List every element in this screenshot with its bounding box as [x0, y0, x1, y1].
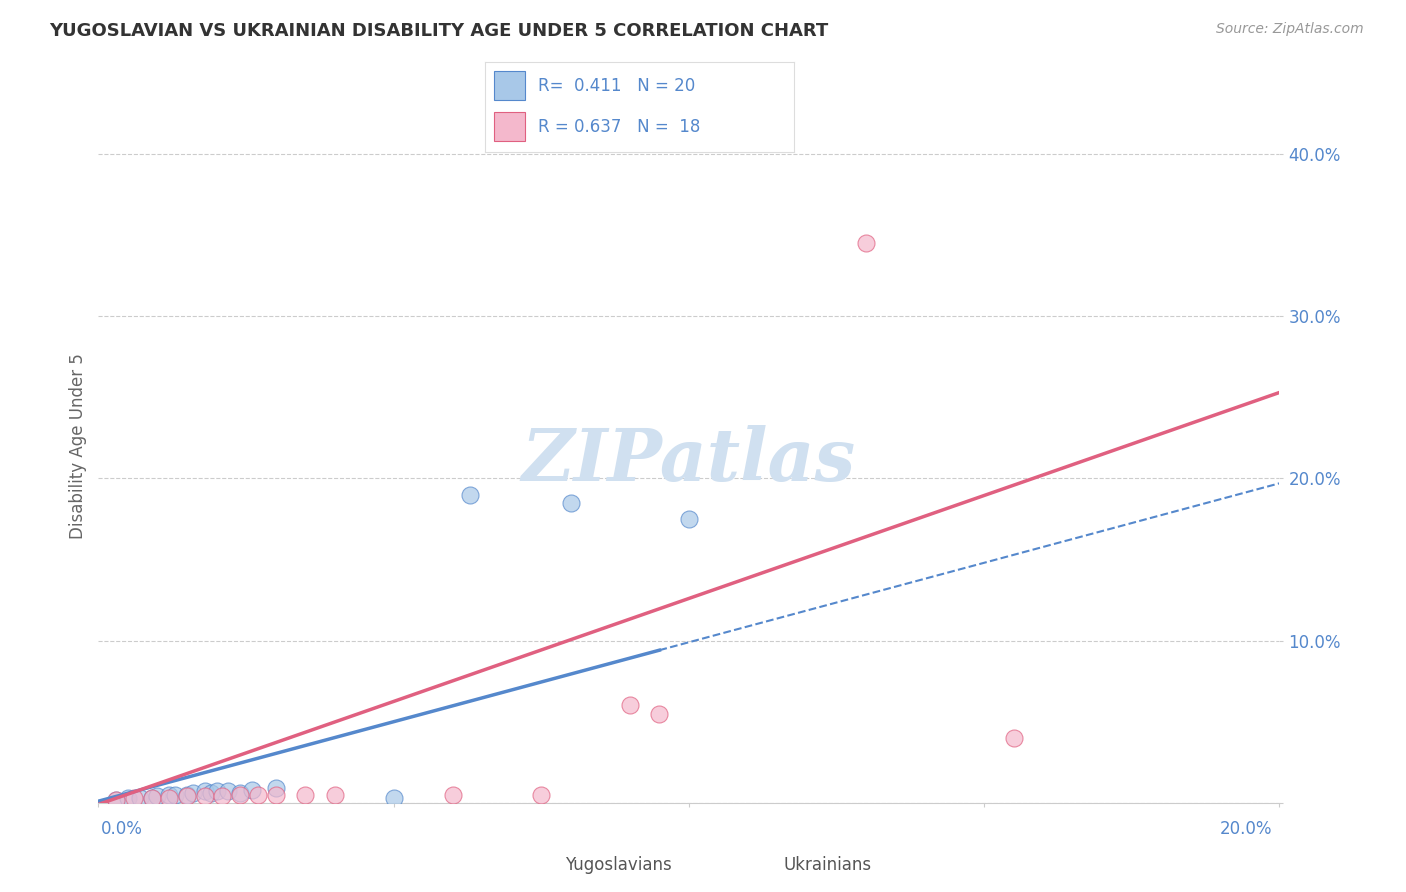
Point — [441, 788, 464, 802]
Point — [855, 236, 877, 251]
Text: ZIPatlas: ZIPatlas — [522, 425, 856, 496]
Point — [211, 789, 233, 804]
Point — [460, 488, 482, 502]
Text: 0.0%: 0.0% — [101, 820, 143, 838]
Text: Source: ZipAtlas.com: Source: ZipAtlas.com — [1216, 22, 1364, 37]
Point — [200, 786, 222, 800]
Point — [105, 792, 128, 806]
Point — [229, 788, 252, 802]
Point — [229, 786, 252, 800]
Text: 20.0%: 20.0% — [1220, 820, 1272, 838]
Text: Yugoslavians: Yugoslavians — [565, 856, 672, 874]
Point — [122, 791, 145, 805]
Point — [240, 782, 263, 797]
Point — [619, 698, 641, 713]
FancyBboxPatch shape — [495, 112, 526, 141]
FancyBboxPatch shape — [495, 71, 526, 100]
Point — [165, 788, 187, 802]
Point — [146, 789, 169, 804]
Point — [323, 788, 346, 802]
Point — [530, 788, 553, 802]
Point — [194, 784, 217, 798]
Point — [194, 789, 217, 804]
Point — [264, 781, 287, 796]
Point — [176, 788, 198, 802]
Point — [246, 788, 269, 802]
Y-axis label: Disability Age Under 5: Disability Age Under 5 — [69, 353, 87, 539]
Point — [382, 791, 405, 805]
Point — [264, 788, 287, 802]
Point — [141, 791, 163, 805]
Text: R=  0.411   N = 20: R= 0.411 N = 20 — [537, 77, 695, 95]
Text: Ukrainians: Ukrainians — [783, 856, 872, 874]
Point — [141, 791, 163, 805]
Text: R = 0.637   N =  18: R = 0.637 N = 18 — [537, 118, 700, 136]
Point — [560, 496, 582, 510]
Point — [181, 786, 204, 800]
Point — [176, 789, 198, 804]
Text: YUGOSLAVIAN VS UKRAINIAN DISABILITY AGE UNDER 5 CORRELATION CHART: YUGOSLAVIAN VS UKRAINIAN DISABILITY AGE … — [49, 22, 828, 40]
Point — [117, 791, 139, 805]
Point — [648, 706, 671, 721]
Point — [205, 784, 228, 798]
Point — [678, 512, 700, 526]
Point — [294, 788, 316, 802]
Point — [157, 791, 180, 805]
Point — [105, 792, 128, 806]
Point — [128, 791, 150, 805]
Point — [1002, 731, 1025, 745]
Point — [157, 788, 180, 802]
Point — [217, 784, 239, 798]
